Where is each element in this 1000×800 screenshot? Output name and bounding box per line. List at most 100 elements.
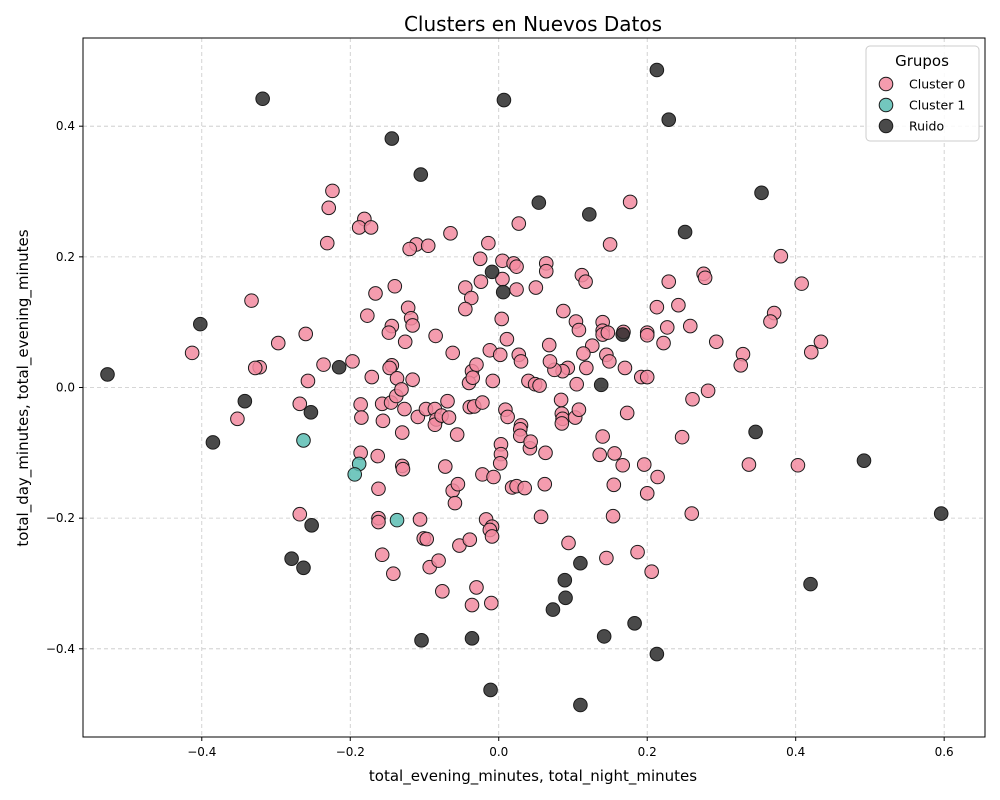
y-axis-label: total_day_minutes, total_evening_minutes — [14, 229, 33, 546]
point-ruido — [933, 506, 949, 521]
point-cluster-0 — [464, 597, 480, 613]
point-cluster-0 — [619, 405, 635, 421]
point-cluster-0 — [685, 391, 700, 407]
point-cluster-0 — [440, 393, 455, 409]
point-cluster-0 — [371, 514, 386, 530]
point-cluster-0 — [292, 396, 308, 412]
point-cluster-0 — [485, 373, 501, 389]
point-ruido — [649, 646, 665, 662]
point-ruido — [384, 131, 400, 146]
legend-label: Ruido — [909, 119, 944, 134]
point-ruido — [627, 616, 642, 631]
point-cluster-0 — [394, 382, 409, 397]
point-cluster-0 — [244, 293, 259, 308]
point-cluster-0 — [441, 410, 457, 425]
point-cluster-0 — [644, 564, 659, 580]
point-cluster-0 — [553, 392, 569, 408]
point-cluster-0 — [353, 397, 368, 412]
point-cluster-0 — [247, 360, 263, 376]
point-cluster-0 — [684, 506, 700, 521]
point-cluster-0 — [659, 320, 675, 335]
point-cluster-0 — [595, 429, 610, 444]
point-cluster-0 — [803, 344, 819, 360]
point-cluster-0 — [298, 326, 314, 342]
point-cluster-0 — [381, 325, 397, 340]
point-ruido — [748, 424, 763, 440]
point-ruido — [205, 435, 221, 450]
x-tick-label: 0.2 — [638, 745, 657, 759]
point-ruido — [304, 518, 319, 533]
point-cluster-0 — [537, 476, 553, 492]
point-cluster-0 — [579, 360, 594, 376]
point-ruido — [596, 629, 612, 644]
point-cluster-0 — [371, 481, 386, 497]
point-cluster-0 — [528, 280, 544, 295]
point-cluster-0 — [469, 357, 484, 372]
point-cluster-0 — [700, 383, 716, 399]
point-cluster-0 — [437, 459, 453, 474]
point-ruido — [413, 167, 429, 182]
point-cluster-0 — [576, 346, 591, 361]
x-tick-label: −0.4 — [187, 745, 216, 759]
x-axis-label: total_evening_minutes, total_night_minut… — [369, 767, 697, 786]
legend-marker — [878, 76, 894, 92]
point-cluster-0 — [481, 235, 496, 251]
point-cluster-0 — [532, 378, 547, 393]
point-cluster-0 — [602, 354, 617, 369]
point-ruido — [582, 207, 597, 222]
point-ruido — [754, 185, 769, 201]
point-cluster-0 — [661, 274, 677, 289]
point-cluster-0 — [523, 434, 538, 450]
point-cluster-0 — [617, 360, 633, 376]
point-cluster-0 — [292, 506, 308, 522]
point-cluster-0 — [538, 263, 554, 279]
point-cluster-0 — [458, 301, 473, 317]
y-tick-label: 0.0 — [56, 381, 75, 395]
point-ruido — [573, 555, 588, 571]
point-cluster-0 — [541, 337, 557, 353]
point-cluster-0 — [682, 318, 698, 334]
point-ruido — [483, 682, 498, 698]
point-cluster-0 — [492, 455, 508, 471]
y-tick-label: −0.4 — [46, 642, 75, 656]
point-cluster-0 — [475, 395, 490, 410]
legend-label: Cluster 0 — [909, 77, 965, 92]
legend-items: Cluster 0 Cluster 1 Ruido — [878, 76, 965, 134]
point-cluster-0 — [599, 550, 614, 566]
point-cluster-0 — [449, 427, 465, 442]
point-cluster-0 — [321, 200, 337, 216]
point-cluster-0 — [402, 241, 417, 257]
point-cluster-0 — [674, 429, 690, 445]
point-ruido — [573, 697, 588, 713]
point-ruido — [296, 560, 311, 576]
point-cluster-0 — [606, 477, 622, 493]
point-cluster-0 — [708, 334, 724, 350]
point-cluster-0 — [364, 369, 380, 385]
point-cluster-0 — [513, 354, 529, 369]
point-cluster-0 — [607, 446, 622, 461]
point-cluster-0 — [741, 457, 757, 472]
point-cluster-0 — [397, 401, 412, 417]
point-cluster-0 — [354, 410, 369, 425]
point-cluster-0 — [486, 469, 501, 485]
point-cluster-0 — [813, 334, 829, 350]
point-cluster-0 — [733, 357, 749, 373]
point-cluster-0 — [270, 335, 286, 351]
point-cluster-0 — [368, 286, 383, 301]
x-tick-label: 0.0 — [489, 745, 508, 759]
point-cluster-0 — [592, 447, 608, 463]
point-cluster-0 — [300, 373, 316, 389]
point-cluster-0 — [382, 360, 397, 376]
point-cluster-0 — [511, 216, 527, 231]
point-ruido — [414, 633, 429, 648]
point-ruido — [558, 590, 573, 606]
point-ruido — [255, 91, 270, 107]
point-cluster-0 — [443, 226, 458, 241]
y-axis-ticks: −0.4 −0.2 0.0 0.2 0.4 — [46, 119, 83, 656]
legend-box — [865, 45, 980, 142]
legend-marker — [878, 118, 894, 134]
point-ruido — [649, 62, 665, 78]
x-tick-label: 0.4 — [786, 745, 805, 759]
point-ruido — [677, 224, 693, 240]
